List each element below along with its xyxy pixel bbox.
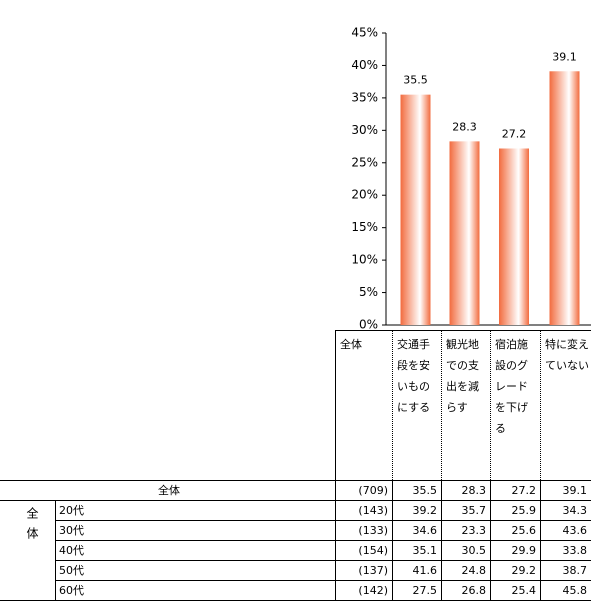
row-label: 全体 [0, 480, 335, 500]
row-value: 35.7 [441, 500, 490, 520]
row-value: 34.6 [392, 520, 441, 540]
y-tick-label: 20% [351, 188, 378, 202]
row-value: 29.2 [490, 560, 540, 580]
data-label: 27.2 [502, 128, 527, 141]
row-value: 34.3 [540, 500, 591, 520]
row-value: 24.8 [441, 560, 490, 580]
row-value: 35.1 [392, 540, 441, 560]
bar [449, 141, 480, 325]
bar [499, 148, 529, 325]
row-value: 27.2 [490, 480, 540, 500]
group-label: 全体 [0, 500, 55, 601]
data-label: 39.1 [552, 50, 577, 63]
row-value: 23.3 [441, 520, 490, 540]
row-value: 28.3 [441, 480, 490, 500]
row-value: 35.5 [392, 480, 441, 500]
row-value: 29.9 [490, 540, 540, 560]
row-value: 25.6 [490, 520, 540, 540]
row-value: 43.6 [540, 520, 591, 540]
row-value: 41.6 [392, 560, 441, 580]
row-value: 38.7 [540, 560, 591, 580]
y-tick-label: 5% [359, 285, 378, 299]
category-label: 観光地での支出を減らす [441, 330, 490, 480]
row-label: 60代 [55, 580, 335, 600]
row-count: (143) [335, 500, 392, 520]
row-count: (137) [335, 560, 392, 580]
category-label: 交通手段を安いものにする [392, 330, 441, 480]
y-tick-label: 30% [351, 123, 378, 137]
row-label: 40代 [55, 540, 335, 560]
row-value: 26.8 [441, 580, 490, 600]
row-value: 30.5 [441, 540, 490, 560]
row-count: (709) [335, 480, 392, 500]
row-count: (154) [335, 540, 392, 560]
category-label: 特に変えていない [540, 330, 591, 480]
y-tick-label: 40% [351, 58, 378, 72]
row-label: 20代 [55, 500, 335, 520]
data-label: 35.5 [403, 74, 428, 87]
row-value: 27.5 [392, 580, 441, 600]
row-label: 50代 [55, 560, 335, 580]
bar [549, 71, 580, 325]
y-tick-label: 25% [351, 155, 378, 169]
row-value: 33.8 [540, 540, 591, 560]
y-tick-label: 45% [351, 26, 378, 40]
row-value: 25.4 [490, 580, 540, 600]
row-value: 39.1 [540, 480, 591, 500]
bar [400, 94, 431, 326]
category-label: 宿泊施設のグレードを下げる [490, 330, 540, 480]
y-tick-label: 15% [351, 220, 378, 234]
y-tick-label: 0% [359, 318, 378, 332]
row-count: (142) [335, 580, 392, 600]
row-count: (133) [335, 520, 392, 540]
row-label: 30代 [55, 520, 335, 540]
y-tick-label: 10% [351, 253, 378, 267]
data-label: 28.3 [452, 120, 477, 133]
y-tick-label: 35% [351, 90, 378, 104]
row-value: 45.8 [540, 580, 591, 600]
row-value: 25.9 [490, 500, 540, 520]
corner-label: 全体 [335, 330, 392, 480]
row-value: 39.2 [392, 500, 441, 520]
